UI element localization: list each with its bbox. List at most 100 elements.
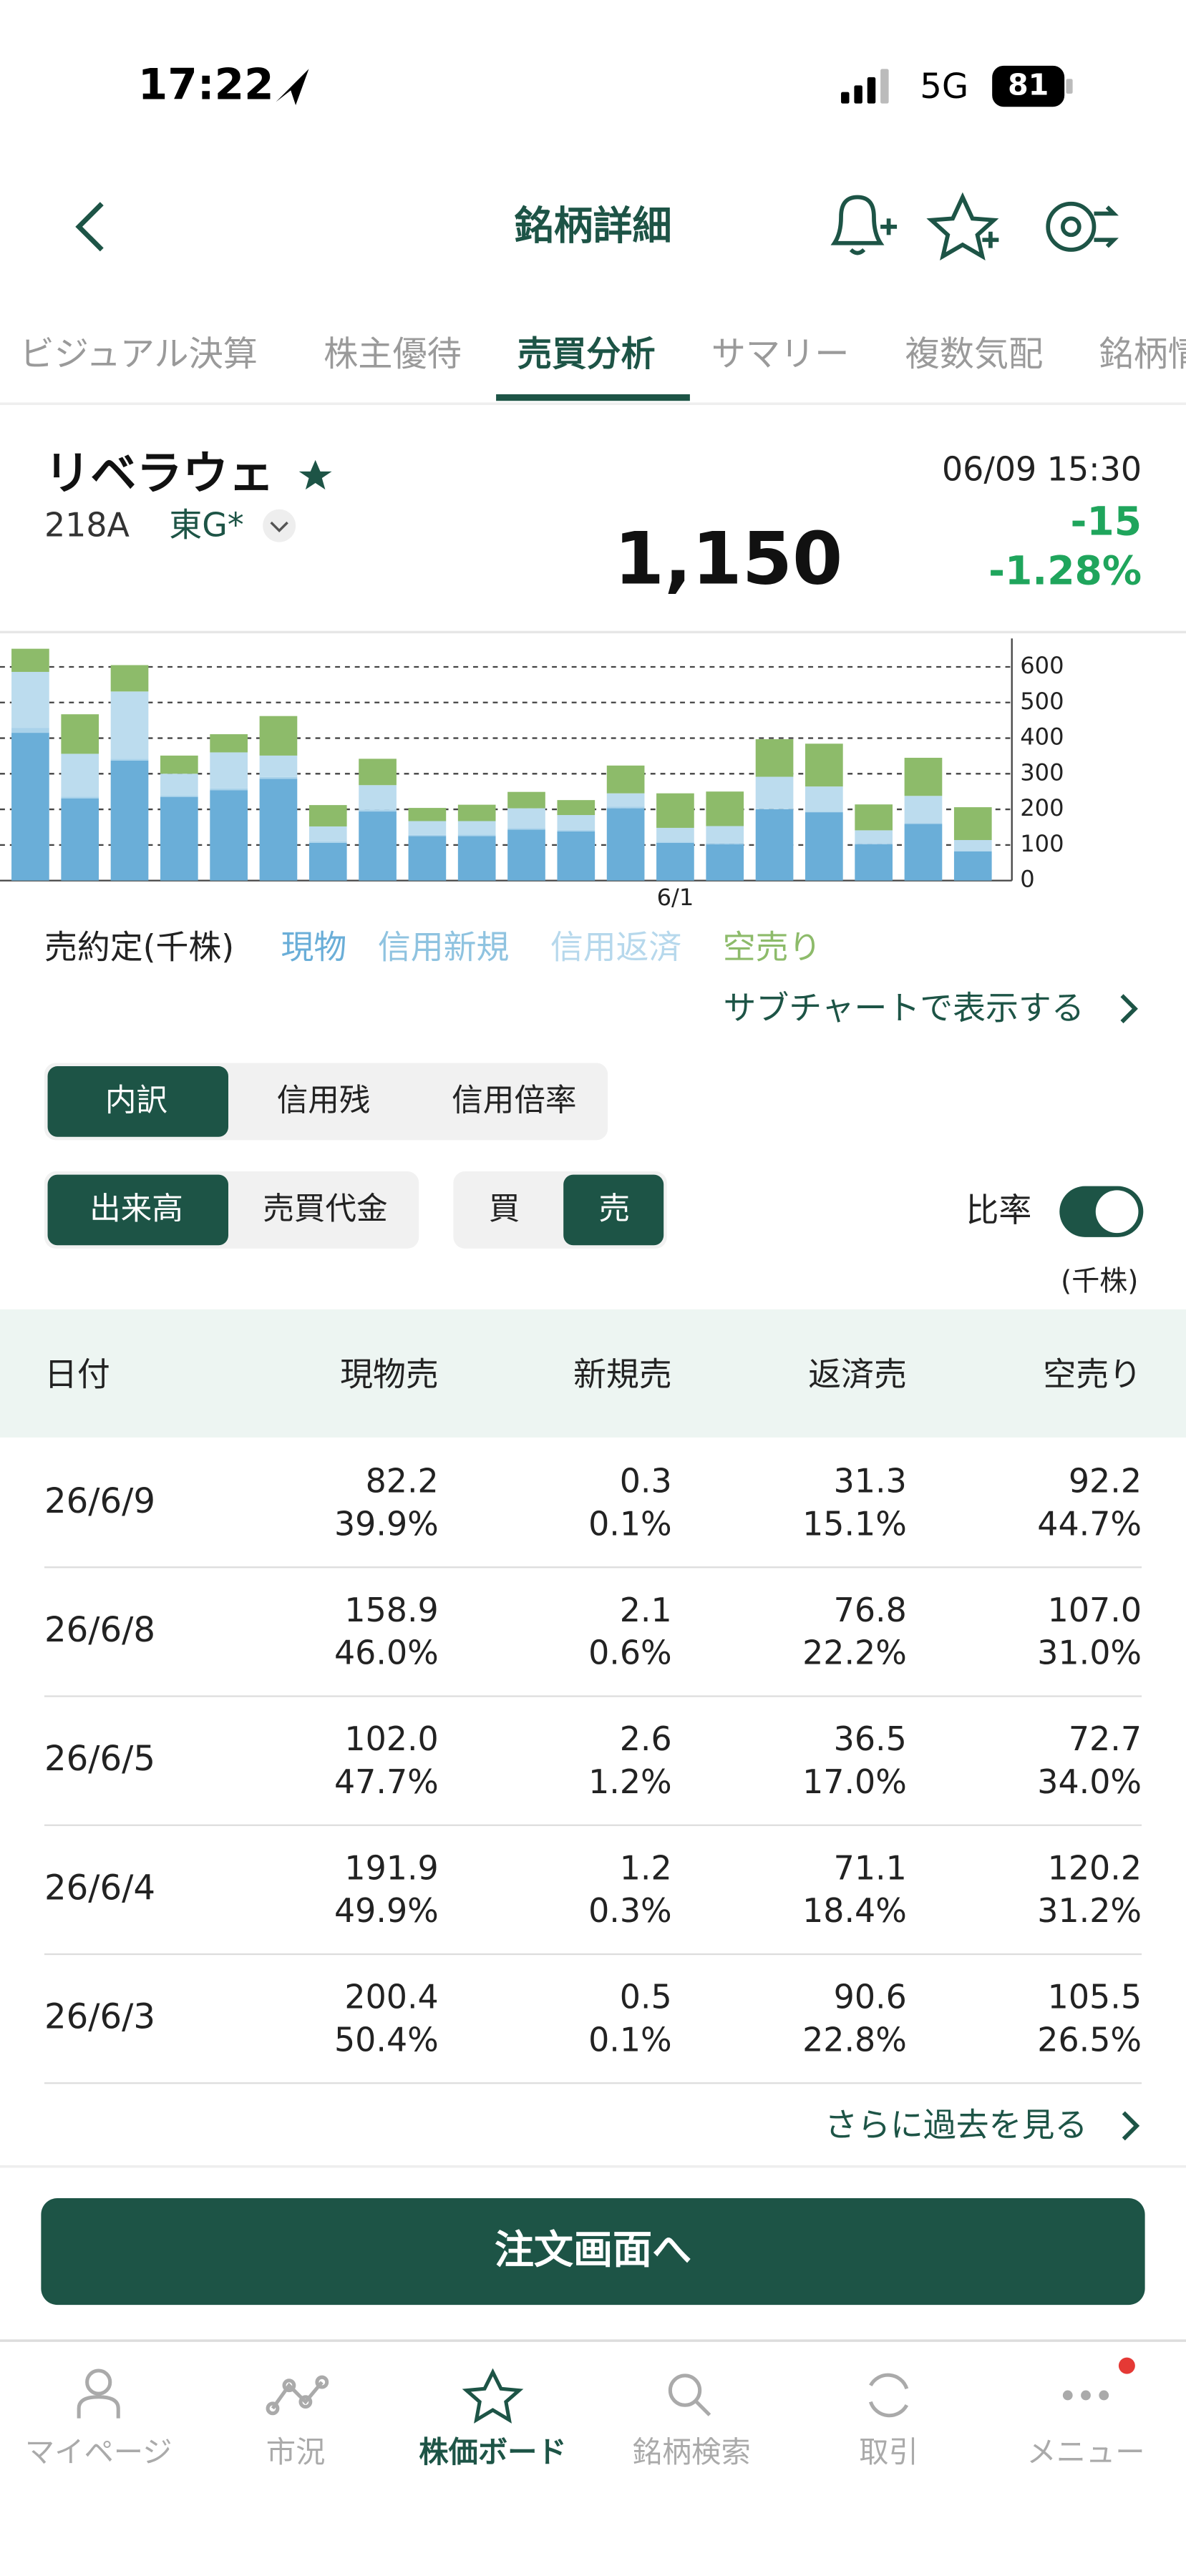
table-unit: (千株) bbox=[1061, 1266, 1138, 1298]
cell-value: 90.6 bbox=[834, 1978, 907, 2016]
bar-segment bbox=[606, 793, 645, 807]
y-tick-label: 500 bbox=[1020, 688, 1064, 715]
chevron bbox=[1122, 2111, 1140, 2141]
status-time: 17:22 bbox=[138, 60, 274, 109]
settings-button[interactable] bbox=[1046, 201, 1119, 252]
sub-chart-link[interactable]: サブチャートで表示する bbox=[723, 988, 1084, 1027]
bar-segment bbox=[160, 755, 198, 774]
bar-segment bbox=[160, 795, 198, 797]
battery-body bbox=[992, 65, 1065, 107]
location-icon bbox=[276, 69, 309, 105]
order-button[interactable] bbox=[41, 2197, 1145, 2306]
y-tick-label: 300 bbox=[1020, 758, 1064, 786]
table-header-bg bbox=[0, 1309, 1186, 1438]
bar-segment bbox=[557, 815, 596, 830]
cell-value: 31.3 bbox=[834, 1462, 907, 1501]
nav-item[interactable]: 市況 bbox=[266, 2435, 326, 2469]
cell-ratio: 39.9% bbox=[334, 1504, 439, 1543]
nav-item[interactable]: メニュー bbox=[1026, 2435, 1144, 2469]
bar-segment bbox=[656, 841, 694, 843]
bar-segment bbox=[507, 808, 545, 829]
bar-segment bbox=[904, 758, 943, 796]
nav-item[interactable]: 銘柄検索 bbox=[633, 2435, 751, 2469]
cell-ratio: 18.4% bbox=[802, 1891, 907, 1930]
bar-segment bbox=[11, 648, 49, 672]
row-date: 26/6/4 bbox=[44, 1868, 155, 1908]
bar-segment bbox=[755, 739, 794, 777]
bar-segment bbox=[61, 798, 99, 881]
tab[interactable]: 売買分析 bbox=[517, 334, 656, 374]
bar-segment bbox=[805, 743, 843, 787]
price-change: -15 bbox=[1071, 499, 1142, 545]
signal-icon bbox=[841, 69, 889, 104]
cell-value: 82.2 bbox=[366, 1462, 439, 1501]
ratio-toggle[interactable] bbox=[1059, 1186, 1144, 1237]
cell-value: 71.1 bbox=[834, 1848, 907, 1887]
nav-item[interactable]: マイページ bbox=[25, 2435, 172, 2469]
bar-segment bbox=[11, 733, 49, 881]
favorite-star bbox=[298, 459, 332, 490]
bar-segment bbox=[755, 776, 794, 809]
bar-segment bbox=[904, 824, 943, 881]
nav-item[interactable]: 取引 bbox=[859, 2435, 918, 2469]
bar-segment bbox=[706, 791, 744, 826]
column-header: 返済売 bbox=[808, 1355, 907, 1393]
bar-segment bbox=[11, 728, 49, 733]
bar-segment bbox=[457, 804, 496, 821]
dropdown-chevron bbox=[270, 521, 288, 533]
segment-option[interactable]: 出来高 bbox=[89, 1191, 183, 1227]
tab[interactable]: 株主優待 bbox=[324, 334, 462, 374]
bar-segment bbox=[408, 808, 447, 821]
bar-segment bbox=[457, 834, 496, 836]
market-dropdown[interactable] bbox=[263, 509, 296, 542]
bar-segment bbox=[706, 826, 744, 843]
cell-value: 76.8 bbox=[834, 1591, 907, 1629]
chevron bbox=[1120, 994, 1138, 1024]
bar-segment bbox=[507, 829, 545, 881]
bar-segment bbox=[953, 807, 992, 840]
row-date: 26/6/5 bbox=[44, 1739, 155, 1779]
nav-item[interactable]: 株価ボード bbox=[419, 2435, 566, 2469]
favorite-button[interactable] bbox=[926, 192, 999, 260]
cell-value: 158.9 bbox=[344, 1591, 438, 1629]
cell-value: 107.0 bbox=[1048, 1591, 1142, 1629]
segment-option[interactable]: 買 bbox=[489, 1191, 520, 1227]
cell-ratio: 34.0% bbox=[1037, 1762, 1142, 1801]
row-date: 26/6/9 bbox=[44, 1481, 155, 1521]
bar-segment bbox=[61, 714, 99, 754]
segment-option[interactable]: 信用倍率 bbox=[452, 1083, 576, 1119]
bar-segment bbox=[953, 839, 992, 852]
row-date: 26/6/8 bbox=[44, 1610, 155, 1650]
bar-segment bbox=[606, 806, 645, 809]
back-button[interactable] bbox=[75, 202, 104, 252]
bar-segment bbox=[210, 734, 248, 753]
legend-entry: 空売り bbox=[723, 928, 822, 967]
cell-value: 120.2 bbox=[1048, 1848, 1142, 1887]
bar-segment bbox=[904, 796, 943, 824]
tab[interactable]: サマリー bbox=[711, 334, 850, 374]
bar-segment bbox=[110, 760, 149, 881]
segment-option[interactable]: 売 bbox=[599, 1191, 631, 1227]
tab[interactable]: 銘柄情 bbox=[1099, 334, 1186, 374]
bar-segment bbox=[160, 796, 198, 881]
bar-segment bbox=[855, 830, 893, 844]
more-link[interactable]: さらに過去を見る bbox=[825, 2106, 1087, 2145]
tab[interactable]: ビジュアル決算 bbox=[20, 334, 258, 374]
bar-segment bbox=[210, 790, 248, 881]
segment-option[interactable]: 内訳 bbox=[105, 1083, 167, 1119]
alert-button[interactable] bbox=[830, 195, 898, 255]
bar-segment bbox=[457, 836, 496, 881]
cell-value: 191.9 bbox=[344, 1848, 438, 1887]
segment-option[interactable]: 信用残 bbox=[277, 1083, 371, 1119]
bar-segment bbox=[210, 752, 248, 789]
battery-level: 81 bbox=[1008, 68, 1049, 102]
y-tick-label: 200 bbox=[1020, 794, 1064, 821]
tab[interactable]: 複数気配 bbox=[905, 334, 1044, 374]
bar-segment bbox=[507, 791, 545, 809]
cell-ratio: 31.2% bbox=[1037, 1891, 1142, 1930]
segment-option[interactable]: 売買代金 bbox=[263, 1191, 387, 1227]
bar-segment bbox=[855, 844, 893, 881]
cell-ratio: 15.1% bbox=[802, 1504, 907, 1543]
bar-segment bbox=[706, 842, 744, 844]
